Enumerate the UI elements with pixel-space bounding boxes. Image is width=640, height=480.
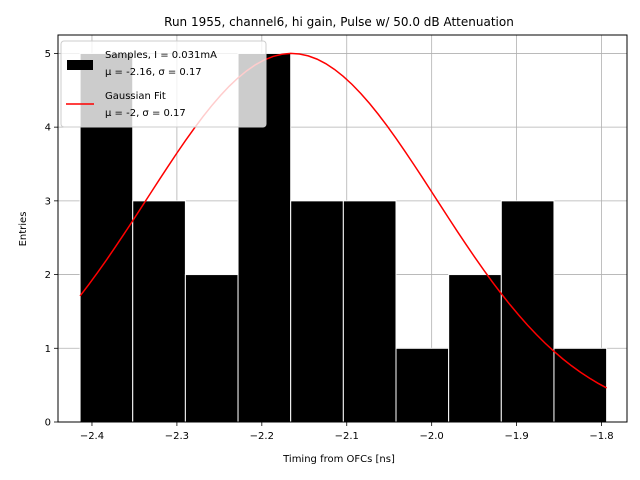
- legend-histogram-stats: μ = -2.16, σ = 0.17: [105, 67, 202, 78]
- legend-box: [60, 40, 267, 128]
- y-tick-label: 5: [45, 49, 51, 60]
- x-tick-label: −1.8: [589, 431, 613, 442]
- legend-histogram-label: Samples, I = 0.031mA: [105, 50, 217, 61]
- y-axis-ticks: 0 1 2 3 4 5: [45, 49, 58, 429]
- chart-title: Run 1955, channel6, hi gain, Pulse w/ 50…: [164, 15, 514, 29]
- y-tick-label: 2: [45, 270, 51, 281]
- y-tick-label: 3: [45, 196, 51, 207]
- histogram-bar: [448, 274, 502, 423]
- x-axis-label: Timing from OFCs [ns]: [282, 454, 395, 465]
- x-tick-label: −2.4: [80, 431, 104, 442]
- histogram-bar: [553, 347, 608, 423]
- legend-histogram-swatch: [67, 60, 93, 70]
- y-tick-label: 4: [45, 123, 51, 134]
- histogram-bar: [395, 347, 450, 423]
- x-tick-label: −2.3: [165, 431, 189, 442]
- x-tick-label: −2.1: [335, 431, 359, 442]
- histogram-bar: [290, 200, 344, 423]
- y-axis-label: Entries: [18, 212, 29, 247]
- histogram-bar: [132, 200, 186, 423]
- gaussian-fit-line: [79, 52, 607, 389]
- y-tick-label: 1: [45, 344, 51, 355]
- y-tick-label: 0: [45, 418, 51, 429]
- histogram-bar: [342, 200, 397, 423]
- x-tick-label: −1.9: [504, 431, 528, 442]
- legend-fit-label: Gaussian Fit: [105, 91, 166, 102]
- legend-fit-stats: μ = -2, σ = 0.17: [105, 108, 186, 119]
- plot-frame: [57, 34, 628, 423]
- x-axis-ticks: −2.4 −2.3 −2.2 −2.1 −2.0 −1.9 −1.8: [80, 422, 614, 442]
- legend: Samples, I = 0.031mA μ = -2.16, σ = 0.17…: [60, 40, 267, 128]
- x-tick-label: −2.2: [250, 431, 274, 442]
- histogram-bar: [500, 200, 555, 423]
- x-tick-label: −2.0: [420, 431, 444, 442]
- histogram-bar: [184, 274, 239, 423]
